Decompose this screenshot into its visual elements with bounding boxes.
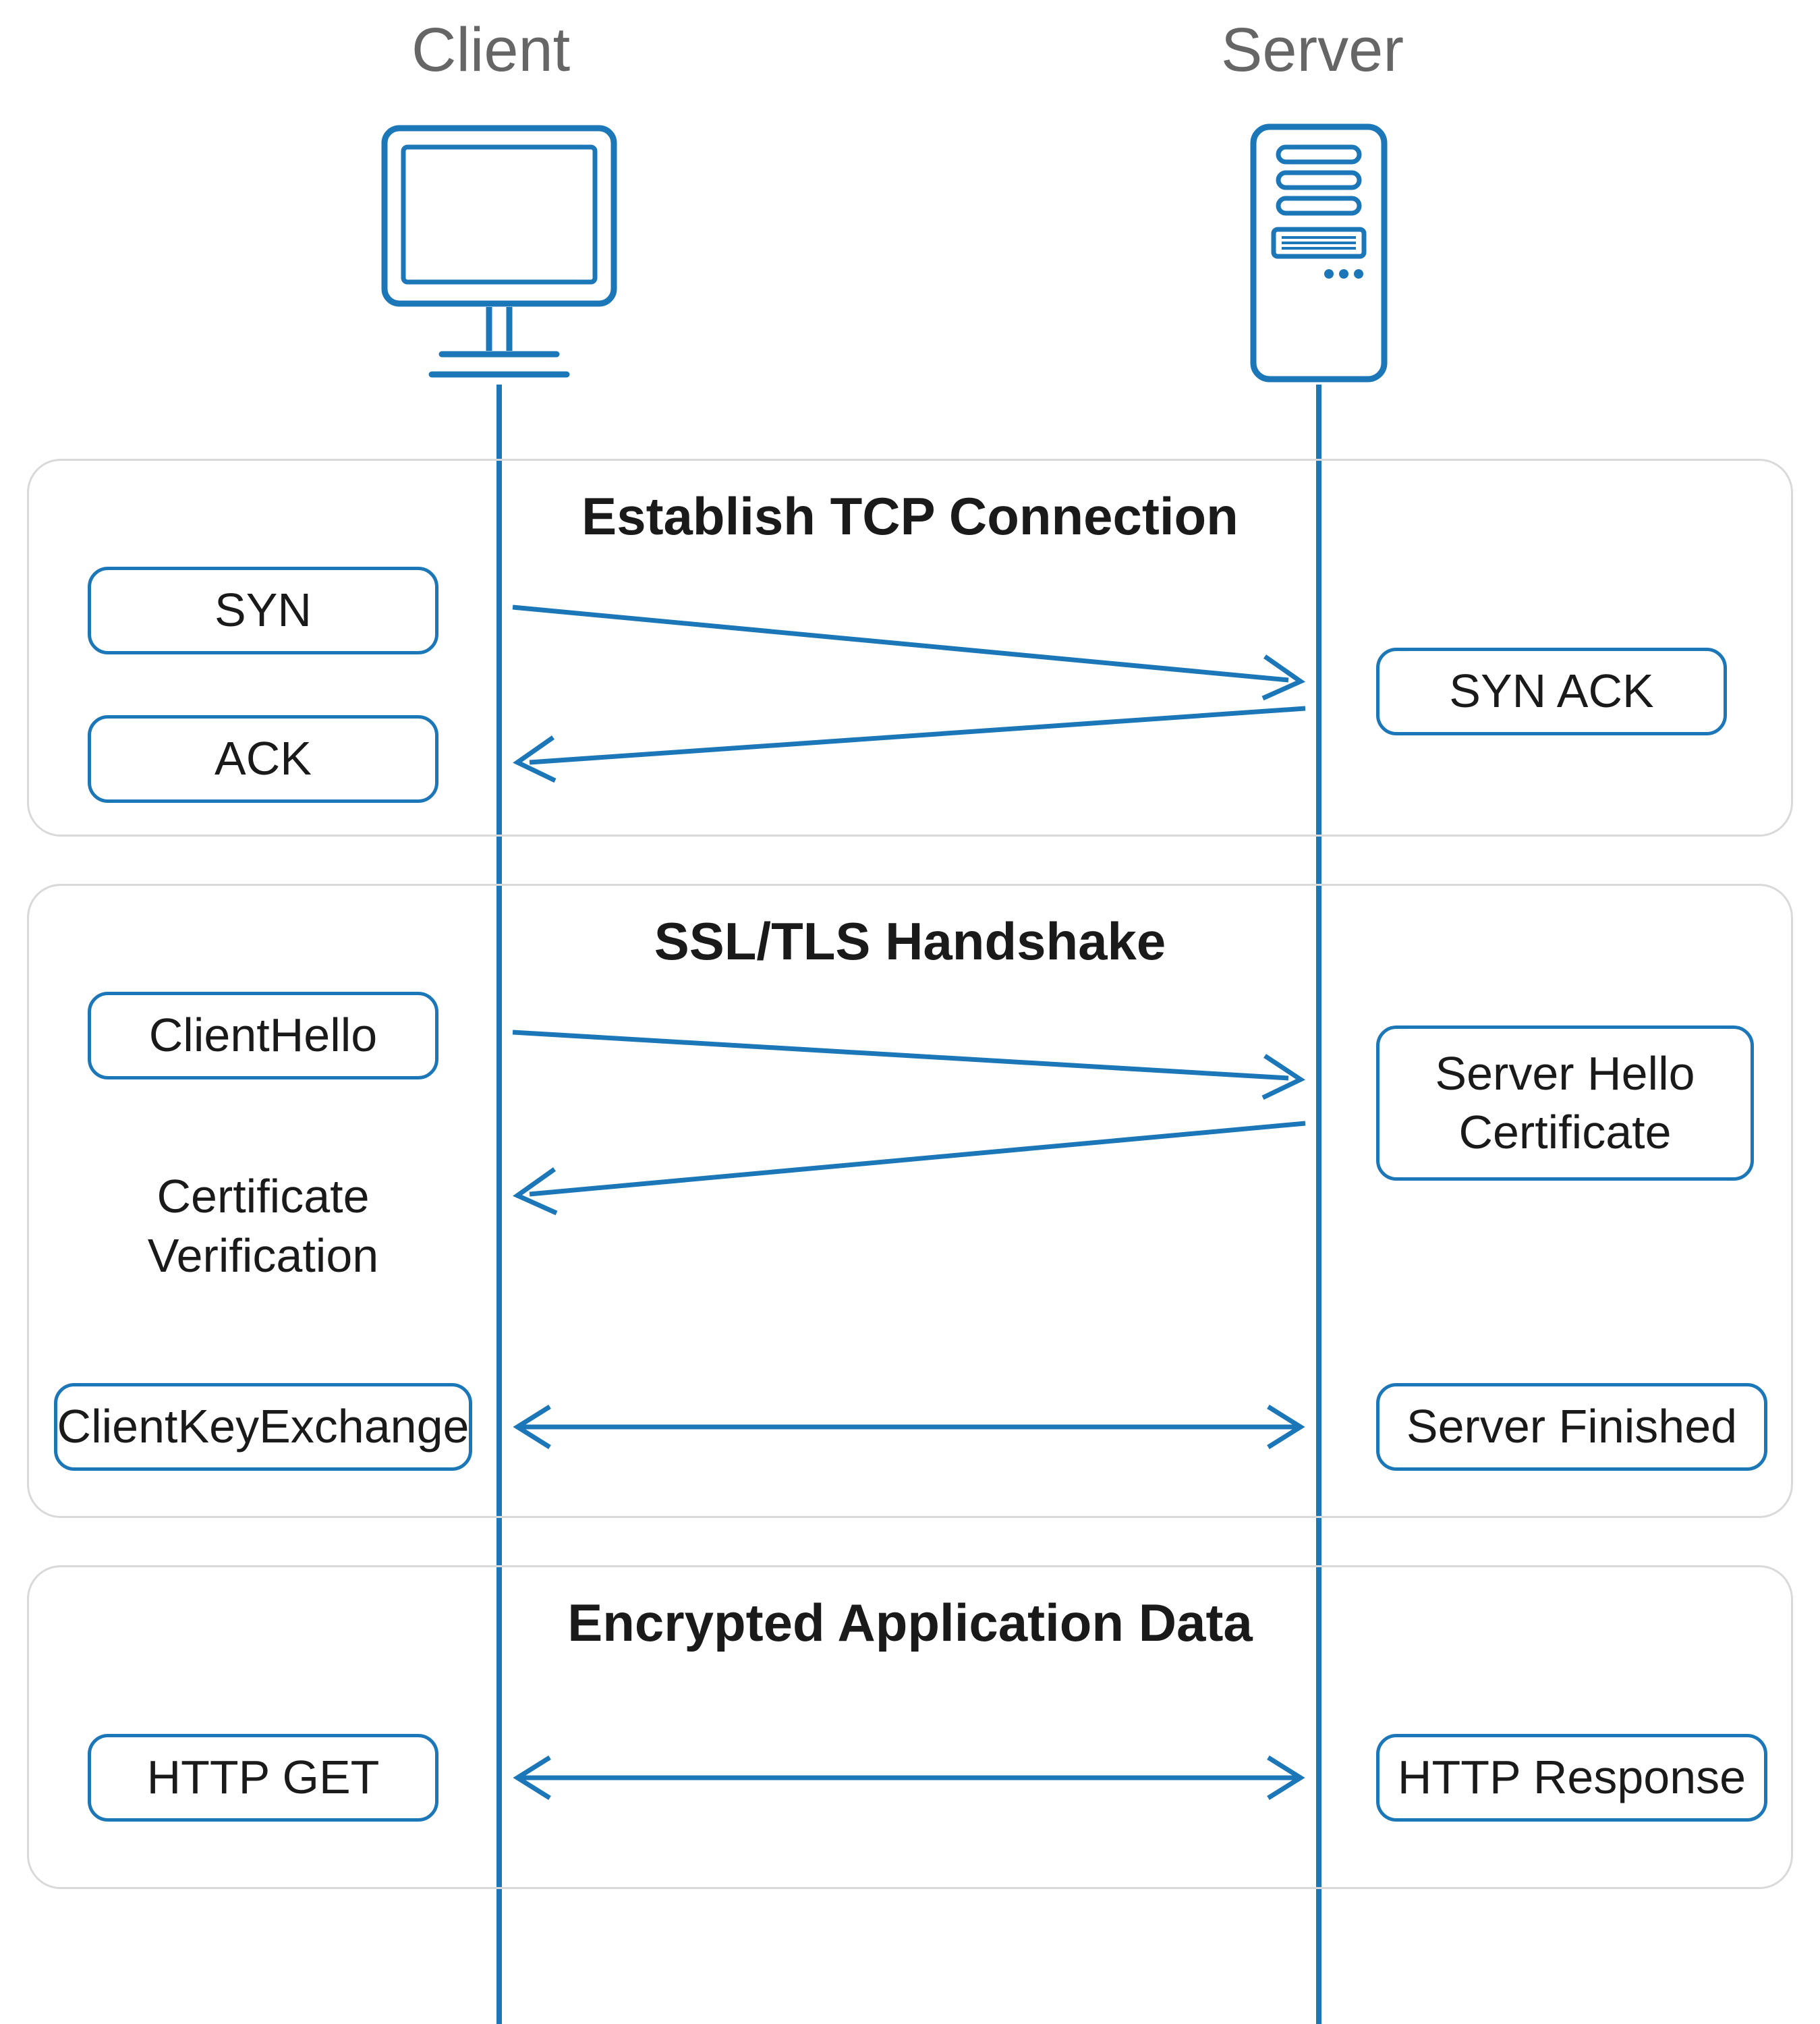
server-header-label: Server <box>1221 15 1404 86</box>
label-cert-verification: Certificate Verification <box>105 1167 422 1285</box>
server-tower-icon <box>1248 121 1390 385</box>
client-header-label: Client <box>411 15 570 86</box>
arrow-syn <box>513 604 1305 692</box>
sequence-diagram: Client Server Establ <box>0 0 1820 2024</box>
phase-tcp-title: Establish TCP Connection <box>581 486 1239 547</box>
msg-serverhello: Server Hello Certificate <box>1376 1025 1754 1181</box>
msg-http-response: HTTP Response <box>1376 1734 1767 1822</box>
phase-app-title: Encrypted Application Data <box>567 1592 1253 1654</box>
msg-syn-ack: SYN ACK <box>1376 648 1727 735</box>
arrow-clienthello <box>513 1029 1305 1096</box>
msg-syn: SYN <box>88 567 438 654</box>
phase-tls-title: SSL/TLS Handshake <box>654 911 1166 972</box>
arrow-serverhello <box>513 1120 1305 1208</box>
client-monitor-icon <box>378 121 621 391</box>
msg-clientkeyexchange: ClientKeyExchange <box>54 1383 472 1471</box>
msg-clienthello: ClientHello <box>88 992 438 1079</box>
arrow-keyexchange-both <box>513 1403 1305 1451</box>
msg-http-get: HTTP GET <box>88 1734 438 1822</box>
arrow-http-both <box>513 1754 1305 1801</box>
msg-serverfinished: Server Finished <box>1376 1383 1767 1471</box>
arrow-synack <box>513 705 1305 779</box>
msg-ack: ACK <box>88 715 438 803</box>
